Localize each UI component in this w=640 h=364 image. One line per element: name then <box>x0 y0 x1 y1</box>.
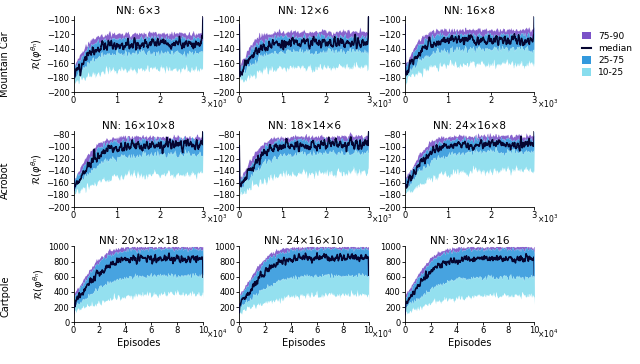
Text: Cartpole: Cartpole <box>0 276 10 317</box>
Title: NN: 18×14×6: NN: 18×14×6 <box>268 120 340 131</box>
Text: $\times10^4$: $\times10^4$ <box>371 328 392 340</box>
Text: $\times10^4$: $\times10^4$ <box>205 328 227 340</box>
Title: NN: 24×16×10: NN: 24×16×10 <box>264 236 344 246</box>
Y-axis label: $\mathcal{R}(\varphi^{\theta_n})$: $\mathcal{R}(\varphi^{\theta_n})$ <box>31 269 47 300</box>
Text: Mountain Car: Mountain Car <box>0 31 10 96</box>
Legend: 75-90, median, 25-75, 10-25: 75-90, median, 25-75, 10-25 <box>580 30 634 79</box>
Title: NN: 24×16×8: NN: 24×16×8 <box>433 120 506 131</box>
Title: NN: 30×24×16: NN: 30×24×16 <box>430 236 509 246</box>
Text: $\times10^4$: $\times10^4$ <box>537 328 558 340</box>
Title: NN: 16×8: NN: 16×8 <box>444 5 495 16</box>
Y-axis label: $\mathcal{R}(\varphi^{\theta_n})$: $\mathcal{R}(\varphi^{\theta_n})$ <box>29 153 45 185</box>
Text: $\times10^3$: $\times10^3$ <box>371 213 392 225</box>
Title: NN: 6×3: NN: 6×3 <box>116 5 161 16</box>
Text: $\times10^3$: $\times10^3$ <box>537 213 558 225</box>
Title: NN: 12×6: NN: 12×6 <box>278 5 330 16</box>
X-axis label: Episodes: Episodes <box>282 338 326 348</box>
Title: NN: 16×10×8: NN: 16×10×8 <box>102 120 175 131</box>
Text: $\times10^3$: $\times10^3$ <box>205 213 227 225</box>
Text: $\times10^3$: $\times10^3$ <box>205 97 227 110</box>
Text: $\times10^3$: $\times10^3$ <box>537 97 558 110</box>
Y-axis label: $\mathcal{R}(\varphi^{\theta_n})$: $\mathcal{R}(\varphi^{\theta_n})$ <box>29 38 45 70</box>
X-axis label: Episodes: Episodes <box>116 338 160 348</box>
Title: NN: 20×12×18: NN: 20×12×18 <box>99 236 178 246</box>
Text: $\times10^3$: $\times10^3$ <box>371 97 392 110</box>
Text: Acrobot: Acrobot <box>0 161 10 199</box>
X-axis label: Episodes: Episodes <box>448 338 492 348</box>
